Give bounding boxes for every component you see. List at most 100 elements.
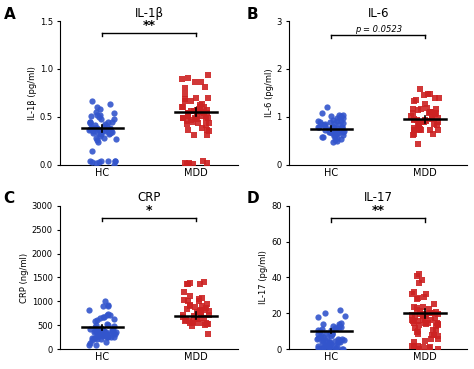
Point: [86, 158, 94, 164]
Point: [100, 123, 108, 129]
Point: [314, 314, 322, 320]
Point: [422, 338, 429, 344]
Text: p = 0.0523: p = 0.0523: [355, 25, 402, 34]
Point: [339, 112, 347, 118]
Point: [96, 315, 103, 321]
Point: [319, 326, 326, 332]
Point: [337, 320, 345, 326]
Point: [112, 330, 120, 335]
Point: [417, 127, 425, 133]
Point: [194, 316, 201, 322]
Point: [410, 116, 418, 122]
Point: [415, 321, 422, 327]
Point: [196, 320, 204, 325]
Point: [420, 119, 428, 125]
Point: [91, 318, 99, 324]
Point: [86, 126, 94, 132]
Point: [431, 315, 439, 321]
Point: [339, 346, 346, 352]
Point: [204, 115, 212, 121]
Point: [197, 312, 205, 318]
Point: [337, 136, 345, 142]
Point: [327, 341, 334, 346]
Point: [416, 280, 423, 286]
Point: [314, 345, 321, 351]
Point: [94, 130, 101, 136]
Point: [314, 124, 322, 130]
Point: [100, 135, 108, 141]
Point: [329, 125, 337, 131]
Point: [102, 329, 110, 335]
Point: [100, 327, 107, 333]
Point: [203, 127, 211, 133]
Point: [426, 109, 433, 115]
Point: [331, 137, 339, 143]
Point: [202, 122, 210, 128]
Point: [416, 119, 423, 125]
Point: [89, 148, 96, 154]
Point: [107, 101, 114, 107]
Point: [315, 331, 322, 337]
Point: [430, 332, 438, 338]
Point: [184, 75, 192, 81]
Title: IL-1β: IL-1β: [135, 7, 164, 20]
Point: [428, 113, 436, 118]
Point: [415, 127, 423, 133]
Point: [410, 127, 417, 133]
Point: [317, 334, 325, 340]
Point: [97, 336, 105, 342]
Point: [410, 289, 418, 295]
Point: [421, 320, 429, 326]
Point: [204, 321, 211, 327]
Point: [105, 130, 112, 135]
Point: [98, 331, 106, 337]
Point: [97, 107, 104, 113]
Point: [414, 318, 422, 324]
Point: [93, 328, 101, 334]
Point: [321, 121, 329, 127]
Point: [195, 109, 202, 115]
Point: [97, 127, 105, 133]
Point: [419, 304, 427, 310]
Point: [93, 336, 100, 342]
Point: [109, 329, 116, 335]
Point: [321, 123, 328, 129]
Point: [193, 110, 201, 116]
Point: [413, 305, 420, 311]
Point: [187, 108, 194, 114]
Point: [108, 120, 116, 125]
Point: [106, 130, 113, 135]
Point: [431, 111, 438, 117]
Point: [183, 118, 191, 124]
Point: [97, 130, 105, 135]
Point: [328, 330, 336, 336]
Point: [338, 336, 346, 342]
Point: [410, 125, 418, 131]
Point: [189, 324, 196, 330]
Point: [337, 118, 345, 124]
Point: [435, 95, 442, 101]
Point: [186, 302, 193, 308]
Point: [95, 333, 102, 339]
Point: [201, 279, 208, 285]
Point: [326, 330, 334, 336]
Point: [185, 162, 193, 168]
Point: [328, 126, 335, 132]
Point: [318, 332, 325, 338]
Point: [91, 328, 99, 334]
Point: [421, 316, 429, 322]
Point: [327, 346, 335, 352]
Point: [409, 291, 416, 297]
Point: [415, 123, 423, 129]
Point: [337, 324, 345, 330]
Point: [424, 91, 431, 97]
Point: [414, 123, 422, 129]
Point: [93, 125, 101, 131]
Point: [341, 313, 349, 319]
Point: [340, 337, 348, 342]
Point: [183, 306, 191, 312]
Point: [92, 109, 100, 115]
Y-axis label: IL-17 (pg/ml): IL-17 (pg/ml): [259, 251, 268, 304]
Point: [408, 317, 416, 323]
Point: [196, 281, 203, 287]
